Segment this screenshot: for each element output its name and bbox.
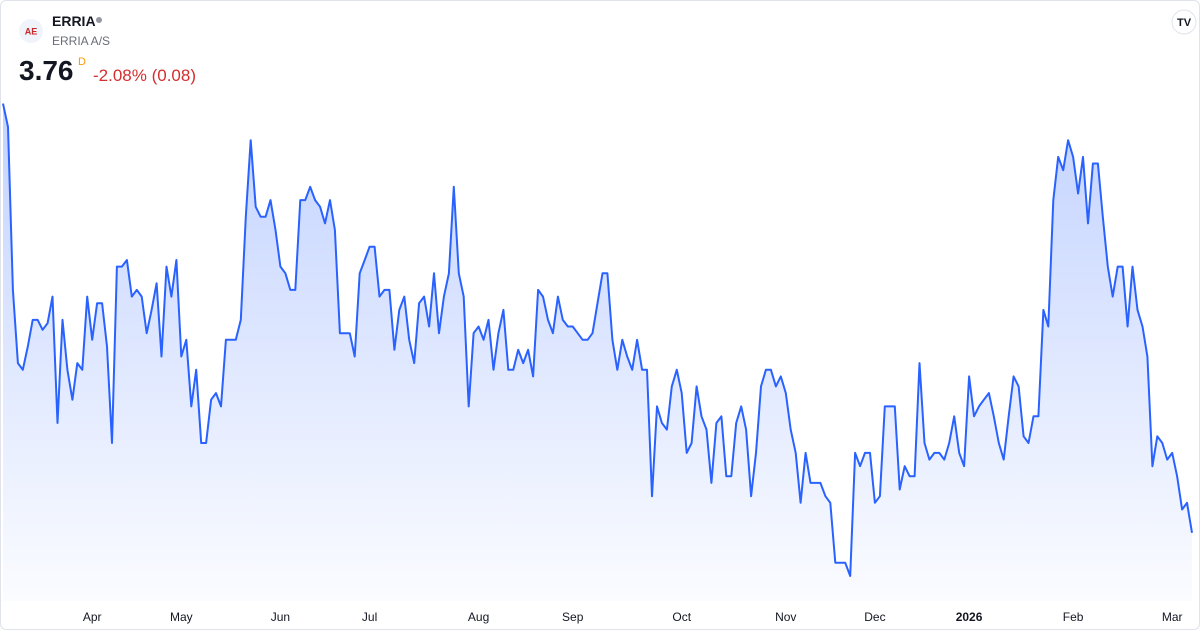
x-tick-label: Jun xyxy=(271,610,290,624)
x-tick-label: Nov xyxy=(775,610,796,624)
area-fill xyxy=(3,103,1192,601)
company-name: ERRIA A/S xyxy=(52,34,111,48)
x-tick-label: Aug xyxy=(468,610,489,624)
x-tick-label: May xyxy=(170,610,193,624)
symbol[interactable]: ERRIA xyxy=(52,13,96,29)
x-tick-label: Oct xyxy=(672,610,691,624)
x-tick-label: Sep xyxy=(562,610,584,624)
x-tick-label: Jul xyxy=(362,610,377,624)
x-tick-label: Mar xyxy=(1162,610,1183,624)
interval: D xyxy=(78,56,86,68)
logo: AE xyxy=(19,19,43,43)
price-line xyxy=(2,103,1193,577)
svg-text:AE: AE xyxy=(25,26,38,36)
brand-logo[interactable]: TV xyxy=(1171,9,1197,35)
x-tick-label: Dec xyxy=(864,610,885,624)
status-dot xyxy=(96,17,102,23)
price: 3.76 xyxy=(19,55,74,86)
x-tick-label: 2026 xyxy=(956,610,983,624)
x-tick-label: Apr xyxy=(83,610,102,624)
x-tick-label: Feb xyxy=(1063,610,1084,624)
svg-text:TV: TV xyxy=(1177,17,1192,29)
price-change: -2.08% (0.08) xyxy=(93,66,196,85)
